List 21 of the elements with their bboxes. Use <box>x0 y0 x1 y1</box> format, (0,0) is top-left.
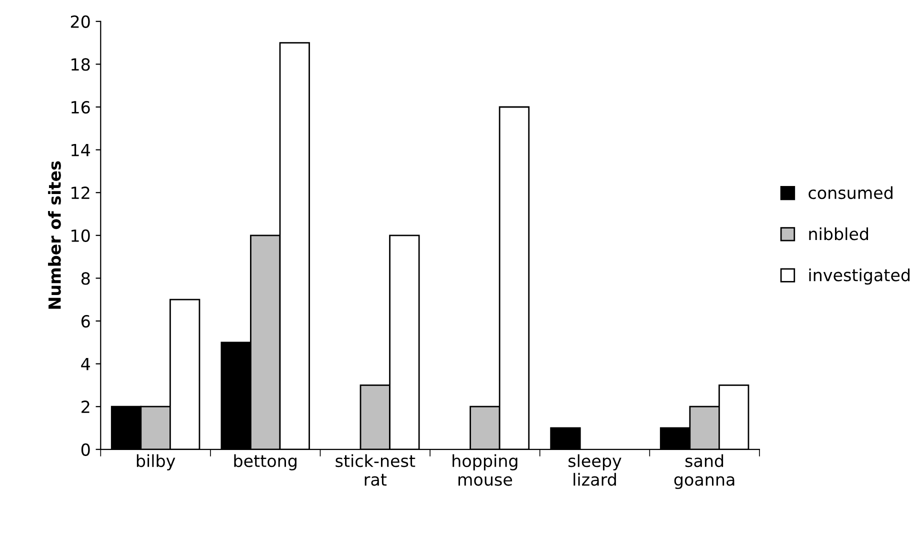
y-axis-title: Number of sites <box>48 161 61 309</box>
x-tick-label: stick-nest rat <box>336 454 416 486</box>
y-tick-label: 20 <box>70 15 90 28</box>
y-tick-label: 6 <box>81 314 90 328</box>
y-tick-label: 10 <box>72 229 90 242</box>
x-tick-label: bettong <box>234 454 296 470</box>
y-tick-label: 16 <box>72 100 90 114</box>
x-tick-label: sleepy lizard <box>568 454 622 486</box>
y-tick-label: 8 <box>81 272 90 285</box>
x-tick-label: sand goanna <box>674 454 734 490</box>
y-tick-label: 18 <box>72 58 90 71</box>
legend-label: consumed <box>808 186 892 200</box>
y-tick-label: 12 <box>72 186 90 199</box>
legend-label: nibbled <box>809 227 868 240</box>
legend-label: investigated <box>809 268 910 285</box>
x-tick-label: bilby <box>136 454 176 470</box>
y-tick-label: 14 <box>72 144 90 156</box>
y-tick-label: 4 <box>81 358 90 370</box>
y-tick-label: 0 <box>81 443 90 456</box>
y-tick-label: 2 <box>82 400 90 413</box>
x-tick-label: hopping mouse <box>452 454 518 486</box>
